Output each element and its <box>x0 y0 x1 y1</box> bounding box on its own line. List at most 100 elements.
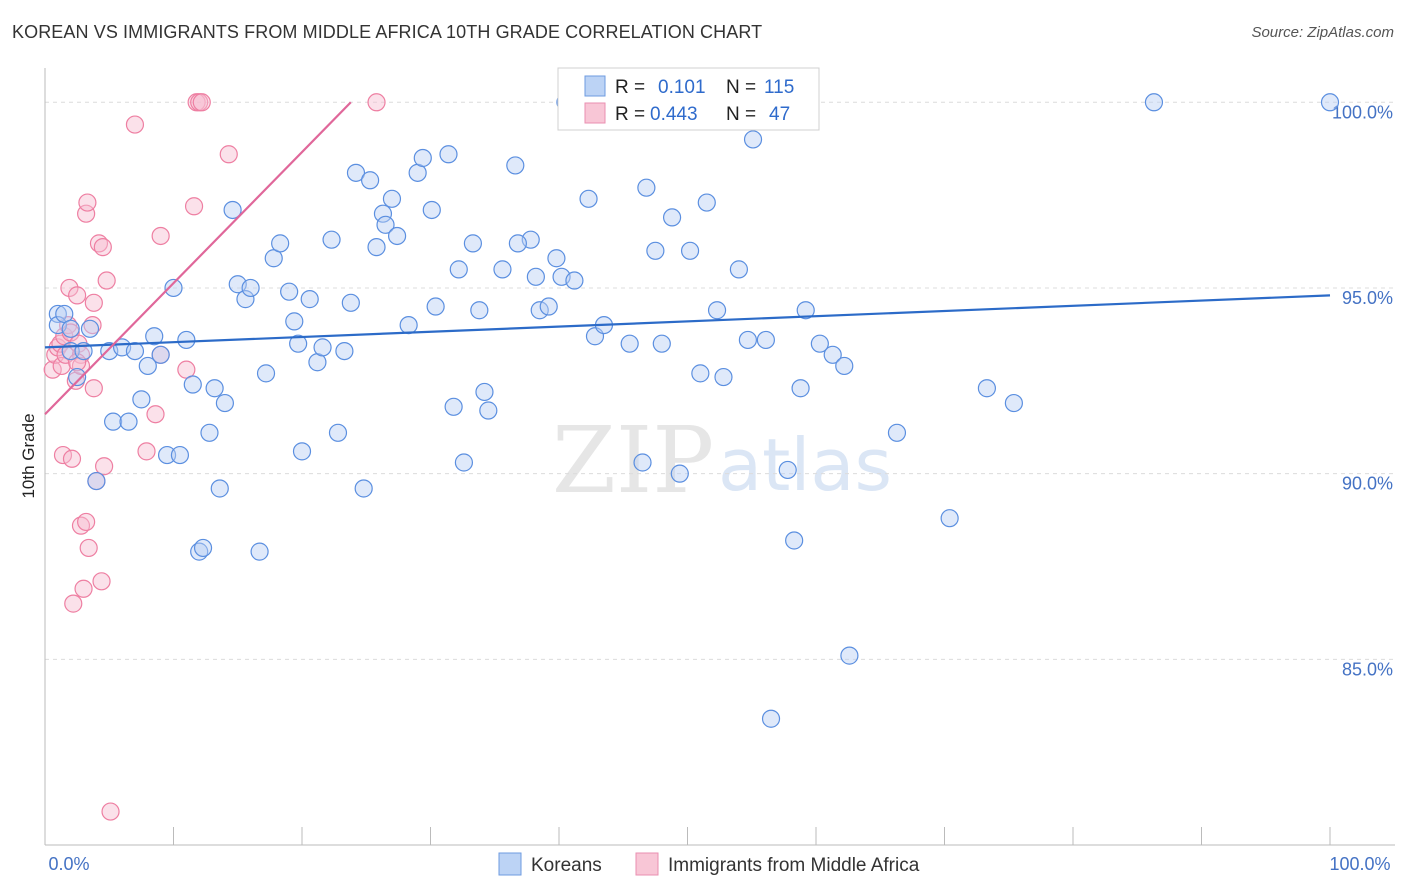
korean-point <box>835 356 854 376</box>
legend-n-value-middle-africa: 47 <box>769 104 790 125</box>
series-koreans-points <box>48 93 1340 728</box>
korean-point <box>439 145 458 164</box>
korean-point <box>761 709 781 728</box>
korean-point <box>454 453 474 472</box>
korean-point <box>382 189 402 208</box>
korean-point <box>697 193 716 212</box>
korean-point <box>506 156 525 175</box>
korean-point <box>738 330 757 350</box>
korean-point <box>791 379 810 398</box>
korean-point <box>256 364 276 383</box>
korean-point <box>444 397 463 416</box>
y-tick-label: 90.0% <box>1342 474 1393 494</box>
y-tick-label: 85.0% <box>1342 659 1393 679</box>
korean-point <box>714 367 733 387</box>
korean-point <box>680 241 700 260</box>
korean-point <box>132 390 151 409</box>
korean-point <box>810 334 829 353</box>
korean-point <box>940 509 959 528</box>
middle-africa-point <box>68 286 87 305</box>
korean-point <box>475 382 494 402</box>
middle-africa-point <box>137 442 156 461</box>
legend-r-label-koreans: R = <box>615 77 645 98</box>
bottom-legend-label-middle-africa: Immigrants from Middle Africa <box>668 855 920 876</box>
korean-point <box>426 297 445 316</box>
y-tick-labels: 100.0% 95.0% 90.0% 85.0% <box>1332 102 1393 679</box>
korean-point <box>346 163 366 182</box>
korean-point <box>463 234 483 253</box>
korean-point <box>223 200 242 220</box>
legend-r-value-middle-africa: 0.443 <box>650 104 698 125</box>
middle-africa-point <box>219 145 238 164</box>
korean-point <box>887 423 907 442</box>
middle-africa-point <box>43 360 62 379</box>
korean-point <box>1320 93 1340 112</box>
korean-point <box>449 260 468 279</box>
x-ticks <box>44 827 1331 845</box>
korean-point <box>743 130 763 149</box>
watermark-zip: ZIP <box>552 407 714 514</box>
bottom-legend-label-koreans: Koreans <box>531 855 602 876</box>
middle-africa-point <box>97 271 116 290</box>
middle-africa-point <box>92 572 111 591</box>
korean-point <box>68 367 87 387</box>
korean-point <box>210 479 229 498</box>
korean-point <box>87 471 106 491</box>
korean-point <box>785 531 804 550</box>
korean-point <box>285 312 304 331</box>
middle-africa-point <box>53 445 73 465</box>
axes <box>44 68 1395 846</box>
korean-point <box>367 238 386 257</box>
x-tick-label-max: 100.0% <box>1329 854 1390 874</box>
legend-swatch-middle-africa <box>584 102 606 124</box>
korean-point <box>778 460 797 480</box>
korean-point <box>526 267 545 286</box>
middle-africa-point <box>74 579 93 598</box>
korean-point <box>387 226 407 246</box>
korean-point <box>670 464 689 483</box>
y-axis-title: 10th Grade <box>19 413 38 498</box>
korean-point <box>756 330 775 350</box>
middle-africa-point <box>79 538 98 558</box>
series-middle-africa-points <box>43 93 386 821</box>
korean-point <box>157 445 177 465</box>
middle-africa-point <box>93 238 112 257</box>
korean-point <box>1004 393 1023 413</box>
korean-point <box>977 379 997 398</box>
korean-point <box>361 171 380 190</box>
y-tick-label: 95.0% <box>1342 288 1393 308</box>
korean-point <box>241 278 260 298</box>
watermark-atlas: atlas <box>718 423 892 507</box>
korean-point <box>547 249 566 268</box>
korean-point <box>662 208 682 227</box>
source-label: Source: ZipAtlas.com <box>1251 24 1394 41</box>
korean-point <box>61 319 80 338</box>
middle-africa-point <box>192 93 211 112</box>
korean-point <box>250 542 269 561</box>
korean-point <box>413 148 432 168</box>
korean-point <box>637 178 656 197</box>
legend-swatch-koreans <box>584 75 606 97</box>
middle-africa-point <box>146 405 165 424</box>
korean-point <box>183 375 202 394</box>
korean-point <box>796 301 815 320</box>
middle-africa-point <box>184 197 204 216</box>
korean-point <box>1144 93 1164 112</box>
korean-point <box>236 290 255 309</box>
korean-point <box>652 334 671 353</box>
korean-point <box>328 423 348 442</box>
korean-point <box>376 215 395 234</box>
korean-point <box>170 445 190 465</box>
legend-r-label-middle-africa: R = <box>615 104 645 125</box>
korean-point <box>539 297 558 316</box>
legend-box: R = 0.101 N = 115 R = 0.443 N = 47 <box>557 67 820 131</box>
korean-point <box>479 401 498 420</box>
korean-point <box>470 301 489 320</box>
korean-point <box>177 330 196 350</box>
legend-n-value-koreans: 115 <box>764 77 794 98</box>
korean-point <box>80 319 100 338</box>
korean-point <box>707 301 727 320</box>
korean-point <box>729 260 749 279</box>
korean-point <box>292 442 312 461</box>
korean-point <box>205 379 224 398</box>
